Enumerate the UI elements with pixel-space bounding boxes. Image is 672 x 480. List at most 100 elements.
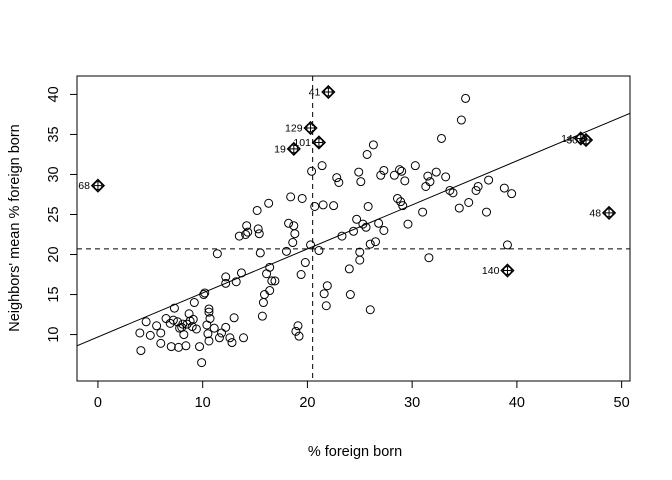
data-point xyxy=(355,247,365,257)
point-label: 48 xyxy=(589,207,601,219)
point-label: 14 xyxy=(561,133,573,145)
x-tick-label: 10 xyxy=(195,395,211,411)
data-point xyxy=(195,342,205,352)
data-point xyxy=(392,193,402,203)
data-point xyxy=(267,276,277,286)
data-point xyxy=(174,342,184,352)
influential-point-diamond xyxy=(311,135,327,150)
data-point xyxy=(321,301,331,311)
data-point xyxy=(265,262,275,272)
y-tick-label: 25 xyxy=(46,206,62,222)
data-point xyxy=(141,317,151,327)
data-point xyxy=(445,185,455,195)
data-point xyxy=(156,328,166,338)
reference-lines xyxy=(77,76,630,381)
data-point xyxy=(281,246,291,256)
influential-point: 48 xyxy=(589,205,617,221)
data-point xyxy=(322,281,332,291)
x-tick-label: 50 xyxy=(614,395,630,411)
y-tick-label: 40 xyxy=(46,86,62,102)
data-point xyxy=(234,231,244,241)
data-point xyxy=(473,181,483,191)
influential-point-cross xyxy=(289,144,298,153)
data-point xyxy=(395,165,405,175)
data-point xyxy=(286,192,296,202)
data-point xyxy=(199,290,209,300)
influential-point-cross xyxy=(582,136,591,145)
data-point xyxy=(332,173,342,183)
influential-point-diamond xyxy=(321,84,336,100)
data-point xyxy=(482,207,492,217)
data-point xyxy=(182,319,192,329)
y-tick-label: 35 xyxy=(46,126,62,142)
data-point xyxy=(290,229,300,239)
data-point xyxy=(242,221,252,231)
influential-point-cross xyxy=(314,138,323,147)
data-point xyxy=(352,214,362,224)
data-point xyxy=(334,177,344,187)
data-point xyxy=(169,303,179,313)
data-point xyxy=(254,229,264,239)
data-point xyxy=(236,268,246,278)
influential-point: 30 xyxy=(566,132,594,148)
influential-point: 19 xyxy=(274,141,301,156)
y-tick-label: 20 xyxy=(46,246,62,262)
data-point xyxy=(204,304,214,314)
point-label: 129 xyxy=(285,123,303,135)
x-tick-label: 30 xyxy=(404,395,420,411)
data-point xyxy=(136,346,146,356)
influential-point-diamond xyxy=(500,263,515,278)
data-point xyxy=(363,201,373,211)
data-point xyxy=(288,238,298,248)
data-point xyxy=(221,322,231,332)
data-point xyxy=(464,197,474,207)
y-tick-label: 10 xyxy=(46,326,62,342)
data-point xyxy=(306,240,316,250)
data-point xyxy=(403,219,413,229)
data-point xyxy=(499,183,509,193)
data-point xyxy=(436,133,446,143)
data-point xyxy=(310,201,320,211)
data-point xyxy=(229,313,239,323)
data-point xyxy=(314,246,324,256)
data-point xyxy=(354,167,364,177)
data-point xyxy=(259,290,269,300)
y-tick-label: 30 xyxy=(46,166,62,182)
data-point xyxy=(368,140,378,150)
point-label: 30 xyxy=(566,135,578,147)
data-point xyxy=(184,309,194,319)
data-point xyxy=(423,171,433,181)
data-point xyxy=(374,218,384,228)
data-point xyxy=(454,203,464,213)
data-point xyxy=(425,177,435,187)
influential-point-diamond xyxy=(90,178,106,193)
data-point xyxy=(241,230,251,240)
data-point xyxy=(297,193,307,203)
data-point xyxy=(293,321,303,331)
data-point xyxy=(362,149,372,159)
y-axis: 10 15 20 25 30 35 40 xyxy=(46,86,78,343)
data-point xyxy=(289,221,299,231)
data-point xyxy=(284,218,294,228)
influential-point-cross xyxy=(324,88,333,97)
data-point xyxy=(502,240,512,250)
influential-point-diamond xyxy=(286,141,301,156)
y-axis-title: Neighbors' mean % foreign born xyxy=(7,124,23,332)
influential-point: 41 xyxy=(309,84,336,100)
data-point xyxy=(448,188,458,198)
influential-point-cross xyxy=(306,124,315,133)
data-point xyxy=(265,286,275,296)
data-point xyxy=(181,341,191,351)
data-point xyxy=(204,336,214,346)
data-point xyxy=(319,289,329,299)
data-point xyxy=(318,200,328,210)
data-point xyxy=(484,175,494,185)
influential-point: 140 xyxy=(482,263,515,278)
data-point xyxy=(356,177,366,187)
plot-frame xyxy=(76,75,631,382)
data-point xyxy=(358,219,368,229)
data-point xyxy=(361,222,371,232)
data-point xyxy=(355,255,365,265)
data-point xyxy=(178,319,188,329)
